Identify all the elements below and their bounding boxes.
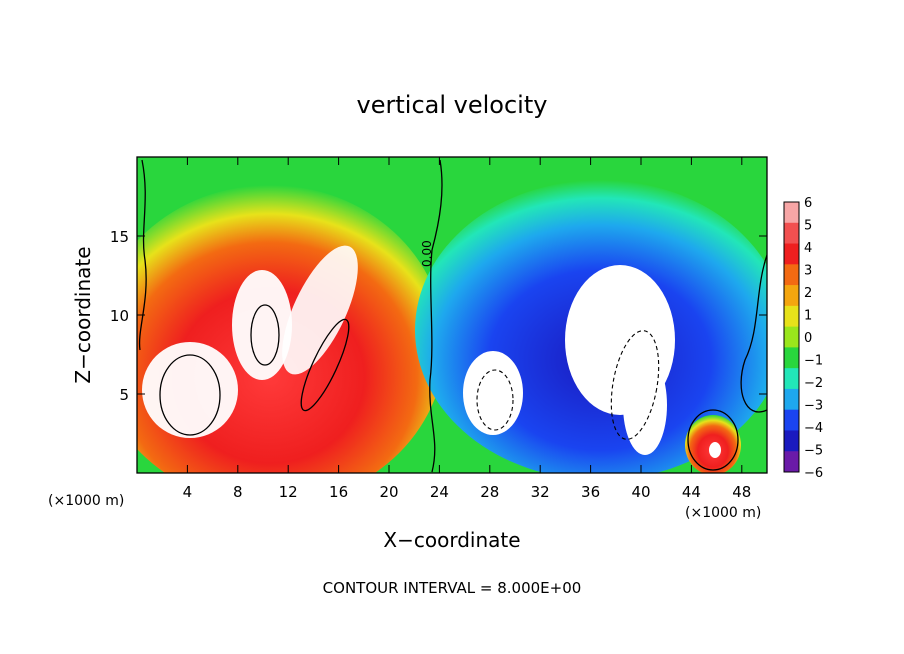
colorbar-swatch bbox=[784, 202, 799, 224]
y-tick-label: 10 bbox=[110, 307, 129, 325]
colorbar-swatch bbox=[784, 285, 799, 307]
velocity-field: 0.00 bbox=[137, 157, 767, 473]
contour-label: 0.00 bbox=[420, 240, 434, 267]
x-tick-label: 4 bbox=[183, 483, 193, 501]
colorbar-swatch bbox=[784, 243, 799, 265]
x-tick-label: 36 bbox=[581, 483, 600, 501]
x-unit-right: (×1000 m) bbox=[685, 505, 761, 521]
positive-contour-3 bbox=[300, 318, 350, 412]
contour-lines bbox=[138, 159, 767, 473]
x-tick-label: 44 bbox=[682, 483, 701, 501]
colorbar-swatch bbox=[784, 388, 799, 411]
colorbar-frame bbox=[783, 201, 800, 473]
downdraft-core-1 bbox=[463, 351, 523, 435]
colorbar-swatch bbox=[784, 451, 799, 473]
chart-title: vertical velocity bbox=[357, 91, 548, 119]
colorbar-tick-label: −3 bbox=[804, 399, 823, 414]
colorbar-swatch bbox=[784, 347, 799, 369]
x-axis-ticks: 4 8 12 16 20 24 28 32 36 40 44 48 bbox=[183, 157, 751, 501]
colorbar: 6 5 4 3 2 1 0 −1 −2 −3 −4 −5 −6 bbox=[783, 196, 823, 481]
zero-contour-mid bbox=[429, 159, 443, 473]
negative-contour-1 bbox=[476, 369, 514, 431]
colorbar-swatch bbox=[784, 264, 799, 286]
x-tick-label: 16 bbox=[329, 483, 348, 501]
y-axis-label: Z−coordinate bbox=[71, 246, 95, 383]
negative-contours bbox=[476, 330, 660, 440]
x-tick-label: 12 bbox=[279, 483, 298, 501]
colorbar-tick-label: −6 bbox=[804, 466, 823, 481]
x-tick-label: 28 bbox=[480, 483, 499, 501]
x-axis-label: X−coordinate bbox=[383, 528, 520, 552]
updraft-core-3 bbox=[282, 245, 358, 375]
small-updraft-core bbox=[709, 442, 721, 458]
colorbar-swatch bbox=[784, 409, 799, 431]
colorbar-tick-label: 3 bbox=[804, 264, 812, 279]
colorbar-swatch bbox=[784, 305, 799, 328]
colorbar-tick-label: −2 bbox=[804, 376, 823, 391]
colorbar-tick-label: 4 bbox=[804, 241, 812, 256]
colorbar-swatch bbox=[784, 368, 799, 390]
colorbar-swatch bbox=[784, 326, 799, 348]
x-tick-label: 20 bbox=[379, 483, 398, 501]
colorbar-tick-label: 2 bbox=[804, 286, 812, 301]
y-tick-label: 15 bbox=[110, 228, 129, 246]
x-tick-label: 24 bbox=[430, 483, 449, 501]
updraft-core-1 bbox=[142, 342, 238, 438]
small-updraft-contour bbox=[687, 409, 739, 471]
zero-contour-right bbox=[740, 254, 767, 413]
colorbar-tick-label: 5 bbox=[804, 219, 812, 234]
zero-contour-left bbox=[138, 159, 147, 351]
colorbar-swatch bbox=[784, 222, 799, 245]
colorbar-tick-label: 1 bbox=[804, 309, 812, 324]
x-tick-label: 48 bbox=[732, 483, 751, 501]
colorbar-tick-label: 6 bbox=[804, 196, 812, 211]
positive-contour-1 bbox=[159, 354, 221, 436]
negative-contour-2 bbox=[610, 330, 660, 440]
downdraft-core-3 bbox=[623, 355, 667, 455]
colorbar-swatch bbox=[784, 430, 799, 452]
x-unit-left: (×1000 m) bbox=[48, 493, 124, 509]
positive-contour-2 bbox=[250, 304, 280, 366]
x-tick-label: 40 bbox=[631, 483, 650, 501]
y-tick-label: 5 bbox=[119, 386, 129, 404]
y-axis-ticks: 5 10 15 bbox=[110, 228, 767, 404]
x-tick-label: 32 bbox=[531, 483, 550, 501]
colorbar-tick-label: 0 bbox=[804, 331, 812, 346]
x-tick-label: 8 bbox=[233, 483, 243, 501]
updraft-core-2 bbox=[232, 270, 292, 380]
contour-interval-note: CONTOUR INTERVAL = 8.000E+00 bbox=[323, 579, 582, 597]
colorbar-tick-label: −1 bbox=[804, 354, 823, 369]
colorbar-tick-label: −5 bbox=[804, 444, 823, 459]
colorbar-tick-label: −4 bbox=[804, 421, 823, 436]
